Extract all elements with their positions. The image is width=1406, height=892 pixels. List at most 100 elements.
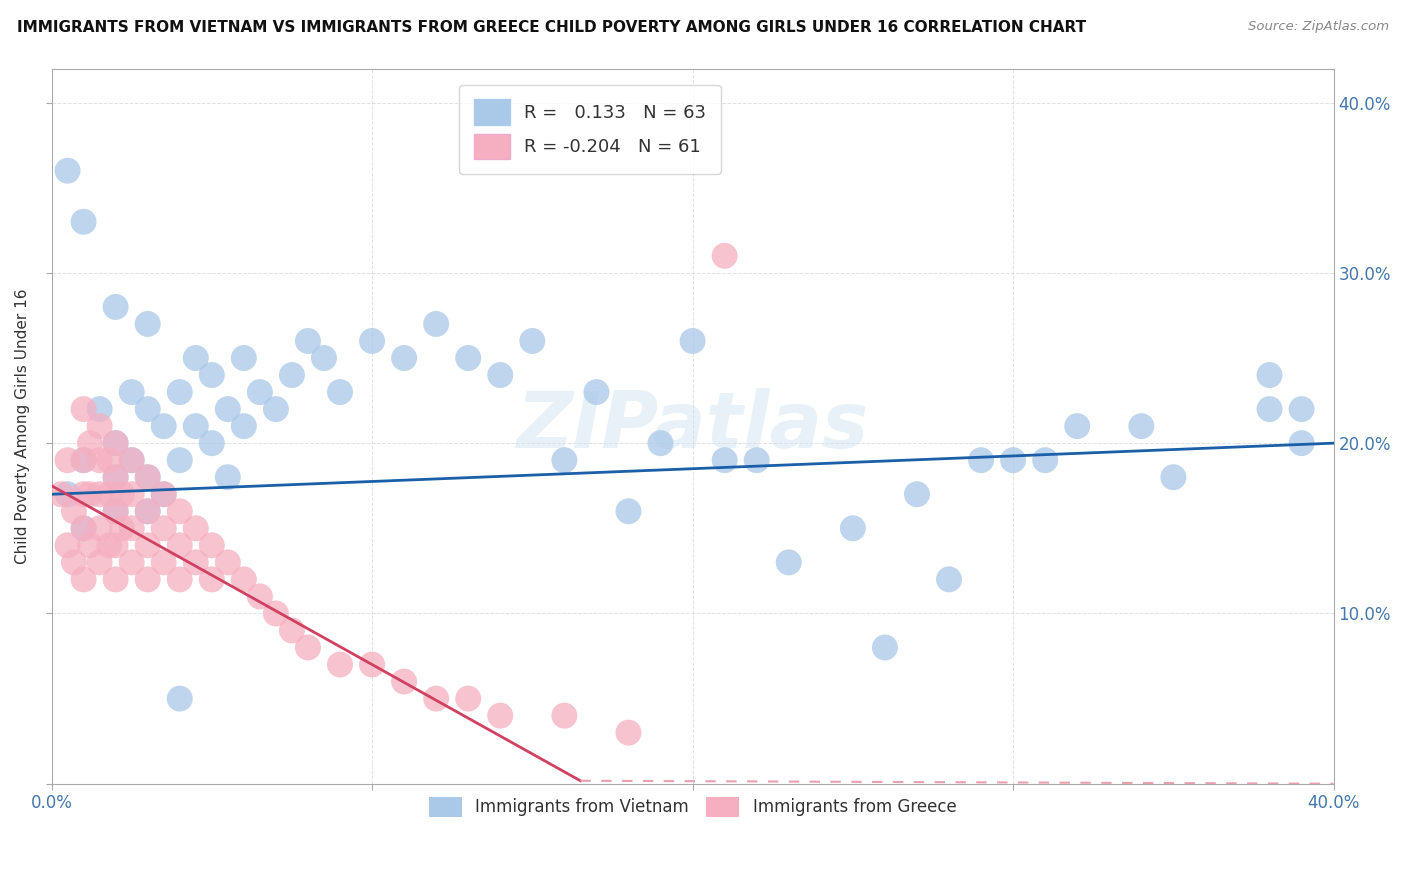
Point [617,504,640,518]
Point [522,334,544,348]
Point [329,657,352,672]
Point [121,555,143,569]
Point [553,453,575,467]
Point [121,385,143,400]
Point [49,487,72,501]
Point [136,402,159,417]
Point [1002,453,1025,467]
Point [169,385,191,400]
Text: ZIPatlas: ZIPatlas [516,388,869,464]
Point [489,368,512,382]
Point [89,521,111,535]
Point [121,487,143,501]
Point [98,538,121,552]
Point [745,453,768,467]
Point [425,317,447,331]
Point [249,385,271,400]
Point [56,453,79,467]
Point [329,385,352,400]
Point [89,453,111,467]
Point [184,555,207,569]
Point [184,351,207,365]
Point [79,436,101,450]
Point [136,573,159,587]
Point [873,640,896,655]
Point [281,624,304,638]
Point [392,351,415,365]
Point [938,573,960,587]
Point [1258,368,1281,382]
Point [169,453,191,467]
Point [152,555,174,569]
Text: IMMIGRANTS FROM VIETNAM VS IMMIGRANTS FROM GREECE CHILD POVERTY AMONG GIRLS UNDE: IMMIGRANTS FROM VIETNAM VS IMMIGRANTS FR… [17,20,1085,35]
Point [778,555,800,569]
Point [72,453,94,467]
Point [232,419,254,434]
Point [169,504,191,518]
Point [1163,470,1185,484]
Point [392,674,415,689]
Point [136,317,159,331]
Point [457,691,479,706]
Point [136,538,159,552]
Point [201,538,224,552]
Point [617,725,640,739]
Point [1291,402,1313,417]
Point [169,573,191,587]
Point [713,249,735,263]
Point [713,453,735,467]
Point [297,334,319,348]
Point [72,521,94,535]
Point [232,573,254,587]
Point [98,453,121,467]
Point [682,334,704,348]
Point [79,538,101,552]
Point [104,538,127,552]
Point [1258,402,1281,417]
Point [201,436,224,450]
Point [169,538,191,552]
Point [842,521,865,535]
Point [361,657,384,672]
Point [104,470,127,484]
Point [585,385,607,400]
Legend: Immigrants from Vietnam, Immigrants from Greece: Immigrants from Vietnam, Immigrants from… [420,789,965,825]
Point [264,607,287,621]
Point [89,555,111,569]
Point [79,487,101,501]
Point [72,521,94,535]
Point [169,691,191,706]
Point [56,163,79,178]
Point [152,487,174,501]
Point [104,436,127,450]
Point [281,368,304,382]
Point [121,453,143,467]
Point [312,351,335,365]
Point [72,453,94,467]
Point [111,521,134,535]
Point [136,504,159,518]
Point [89,487,111,501]
Point [111,487,134,501]
Point [56,538,79,552]
Point [650,436,672,450]
Point [63,504,86,518]
Point [152,487,174,501]
Point [489,708,512,723]
Point [425,691,447,706]
Point [1033,453,1056,467]
Point [136,470,159,484]
Point [1066,419,1088,434]
Text: Source: ZipAtlas.com: Source: ZipAtlas.com [1249,20,1389,33]
Point [56,487,79,501]
Point [136,470,159,484]
Point [72,215,94,229]
Point [217,555,239,569]
Point [104,436,127,450]
Point [121,521,143,535]
Point [553,708,575,723]
Point [121,453,143,467]
Point [201,573,224,587]
Point [89,419,111,434]
Point [104,470,127,484]
